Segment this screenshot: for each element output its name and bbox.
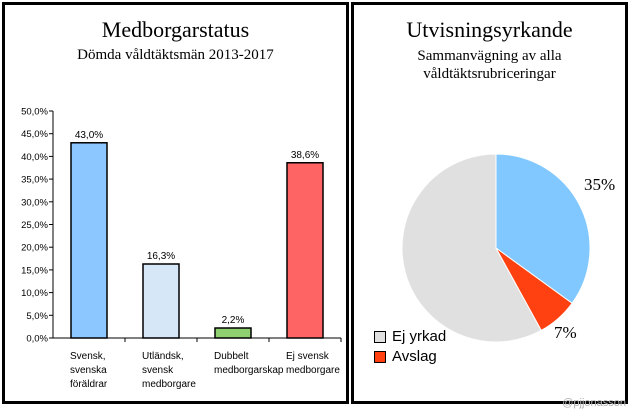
y-tick-label: 10,0%	[21, 288, 48, 299]
y-tick-label: 15,0%	[21, 265, 48, 276]
pie-slice	[401, 153, 542, 343]
bar	[286, 162, 324, 339]
category-label: Utländsk, svensk medborgare	[142, 350, 208, 392]
pie-chart-subtitle-line-1: Sammanvägning av alla	[417, 48, 562, 64]
legend-item: Ej yrkad	[374, 328, 446, 345]
y-tick-label: 30,0%	[21, 197, 48, 208]
category-label-line: Ej svensk	[286, 351, 329, 362]
watermark-text: @pjjonasson	[562, 397, 626, 409]
category-label-line: svensk	[142, 365, 174, 376]
bar	[214, 327, 252, 339]
pie-slice-label: 35%	[584, 175, 616, 194]
y-tick-label: 20,0%	[21, 243, 48, 254]
category-label-line: Utländsk,	[142, 351, 184, 362]
y-tick-label: 40,0%	[21, 152, 48, 163]
legend-label: Ej yrkad	[392, 328, 447, 345]
bar-chart-panel: Medborgarstatus Dömda våldtäktsmän 2013-…	[2, 2, 349, 404]
y-tick-label: 35,0%	[21, 175, 48, 186]
bar	[70, 142, 108, 339]
legend-swatch	[374, 350, 386, 363]
bar-value-label: 43,0%	[75, 130, 103, 141]
bar-chart: 0,0% 5,0% 10,0% 15,0% 20,0% 25,0% 30,0% 35,0% 40…	[21, 107, 342, 345]
category-label: Ej svensk medborgare	[286, 350, 352, 378]
category-label-line: medborgare	[142, 379, 196, 390]
legend-label: Avslag	[392, 348, 437, 365]
bar	[142, 263, 180, 339]
pie-slice	[495, 153, 591, 304]
pie-chart-subtitle-line-2: våldtäktsrubriceringar	[423, 66, 556, 82]
bar-chart-title: Medborgarstatus	[101, 17, 250, 42]
category-label-line: svenska	[70, 365, 107, 376]
category-label: Svensk, svenska föräldrar	[70, 350, 136, 392]
bar-value-label: 38,6%	[291, 150, 319, 161]
category-label-line: föräldrar	[70, 379, 108, 390]
y-tick-label: 0,0%	[26, 334, 48, 345]
bar-chart-subtitle: Dömda våldtäktsmän 2013-2017	[77, 47, 274, 63]
y-tick-label: 5,0%	[26, 311, 48, 322]
pie-chart-panel: Utvisningsyrkande Sammanvägning av alla …	[351, 2, 628, 404]
pie-slice-label: 7%	[554, 323, 577, 342]
category-label-line: medborgarskap	[214, 365, 284, 376]
legend-swatch	[374, 330, 386, 343]
y-tick-label: 25,0%	[21, 220, 48, 231]
pie-chart	[401, 153, 591, 343]
category-label: Dubbelt medborgarskap	[214, 350, 284, 378]
y-tick-label: 50,0%	[21, 107, 48, 118]
category-label-line: Svensk,	[70, 351, 106, 362]
bar-value-label: 16,3%	[147, 251, 175, 262]
legend-item: Avslag	[374, 348, 437, 365]
y-tick-label: 45,0%	[21, 129, 48, 140]
category-label-line: Dubbelt	[214, 351, 249, 362]
pie-slice	[495, 247, 573, 332]
pie-chart-title: Utvisningsyrkande	[406, 17, 573, 42]
bar-value-label: 2,2%	[222, 315, 245, 326]
category-label-line: medborgare	[286, 365, 340, 376]
